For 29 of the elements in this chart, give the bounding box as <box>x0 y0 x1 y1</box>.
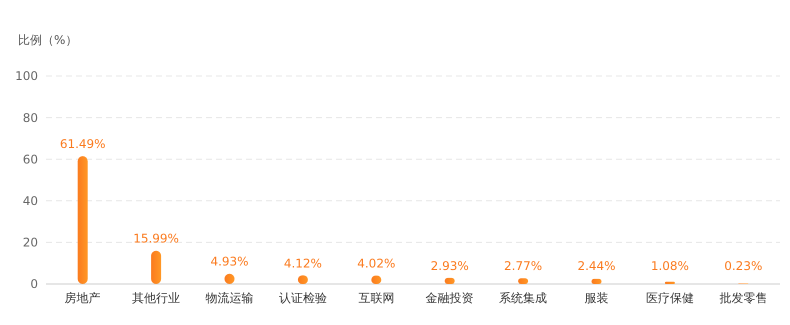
data-label: 2.77% <box>504 259 542 273</box>
data-label: 15.99% <box>133 232 179 246</box>
x-tick-label: 服装 <box>584 291 608 305</box>
data-label: 0.23% <box>724 259 762 273</box>
y-axis-title: 比例（%） <box>18 33 78 47</box>
y-tick-label: 60 <box>22 152 38 166</box>
data-label: 2.93% <box>430 258 469 273</box>
y-tick-label: 40 <box>22 194 38 208</box>
x-tick-label: 物流运输 <box>206 291 254 305</box>
data-label: 2.44% <box>577 259 616 273</box>
x-tick-label: 医疗保健 <box>646 291 694 305</box>
data-label: 4.93% <box>210 254 249 269</box>
bar <box>78 156 88 284</box>
data-label: 61.49% <box>60 137 106 152</box>
x-tick-label: 房地产 <box>64 291 101 305</box>
data-label: 4.12% <box>284 256 322 270</box>
data-label: 4.02% <box>357 256 396 271</box>
x-tick-label: 认证检验 <box>278 291 327 305</box>
x-tick-label: 其他行业 <box>132 291 180 305</box>
x-tick-label: 系统集成 <box>499 291 548 305</box>
bar <box>151 250 162 284</box>
x-tick-label: 批发零售 <box>719 291 768 305</box>
x-tick-label: 金融投资 <box>426 291 474 305</box>
data-label: 1.08% <box>650 259 689 273</box>
y-tick-label: 20 <box>22 236 38 250</box>
y-tick-label: 100 <box>15 69 38 84</box>
x-tick-label: 互联网 <box>358 291 394 305</box>
y-tick-label: 80 <box>22 110 38 125</box>
y-tick-label: 0 <box>30 277 38 292</box>
